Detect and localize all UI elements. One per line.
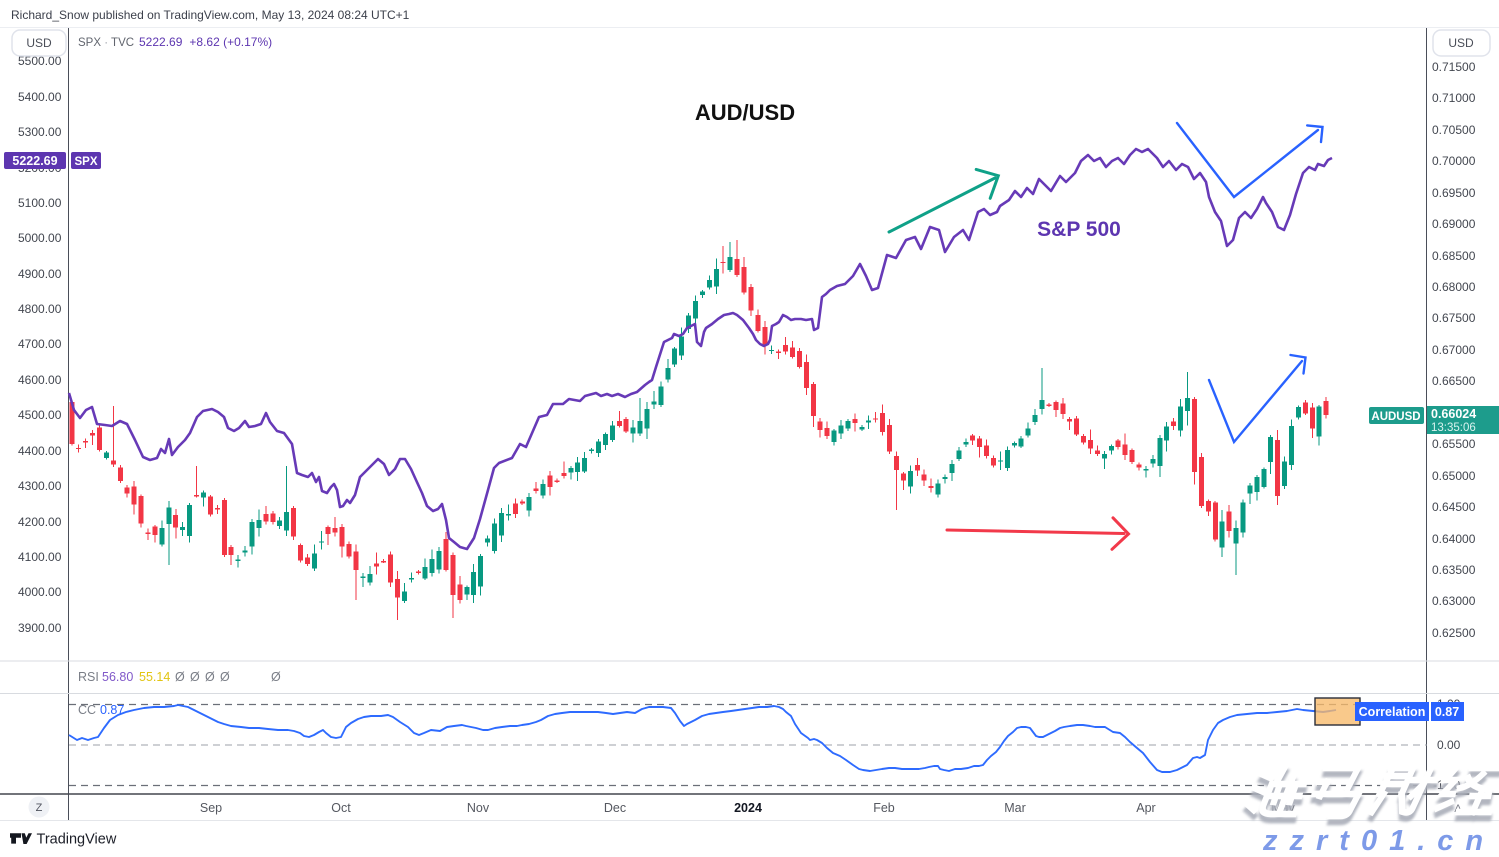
svg-text:Ø: Ø xyxy=(190,670,200,684)
svg-text:4500.00: 4500.00 xyxy=(18,408,62,422)
svg-text:4800.00: 4800.00 xyxy=(18,302,62,316)
svg-text:0.67500: 0.67500 xyxy=(1432,311,1476,325)
svg-text:Oct: Oct xyxy=(331,801,351,815)
svg-text:0.66024: 0.66024 xyxy=(1431,407,1476,421)
svg-text:5222.69: 5222.69 xyxy=(12,154,57,168)
svg-text:Ø: Ø xyxy=(175,670,185,684)
svg-text:Ø: Ø xyxy=(205,670,215,684)
svg-text:4200.00: 4200.00 xyxy=(18,515,62,529)
svg-text:Ø: Ø xyxy=(220,670,230,684)
svg-text:0.63500: 0.63500 xyxy=(1432,563,1476,577)
svg-text:5500.00: 5500.00 xyxy=(18,54,62,68)
svg-text:USD: USD xyxy=(1448,36,1474,50)
svg-text:0.70500: 0.70500 xyxy=(1432,123,1476,137)
svg-text:SPX: SPX xyxy=(74,156,97,168)
svg-text:RSI: RSI xyxy=(78,670,99,684)
svg-text:0.65000: 0.65000 xyxy=(1432,469,1476,483)
svg-text:0.00: 0.00 xyxy=(1437,738,1461,752)
svg-text:Mar: Mar xyxy=(1004,801,1026,815)
svg-text:2024: 2024 xyxy=(734,801,762,815)
svg-text:CC: CC xyxy=(78,703,96,717)
svg-text:Ø: Ø xyxy=(271,670,281,684)
svg-text:5000.00: 5000.00 xyxy=(18,231,62,245)
svg-text:5100.00: 5100.00 xyxy=(18,196,62,210)
svg-text:0.68000: 0.68000 xyxy=(1432,280,1476,294)
svg-text:0.66500: 0.66500 xyxy=(1432,374,1476,388)
svg-text:4300.00: 4300.00 xyxy=(18,479,62,493)
svg-text:Nov: Nov xyxy=(467,801,490,815)
svg-text:S&P 500: S&P 500 xyxy=(1037,218,1121,241)
svg-text:4000.00: 4000.00 xyxy=(18,585,62,599)
svg-text:0.87: 0.87 xyxy=(1435,705,1459,719)
svg-text:55.14: 55.14 xyxy=(139,670,170,684)
svg-text:0.67000: 0.67000 xyxy=(1432,343,1476,357)
svg-text:SPX · TVC: SPX · TVC xyxy=(78,37,134,49)
svg-text:3900.00: 3900.00 xyxy=(18,621,62,635)
svg-text:0.69500: 0.69500 xyxy=(1432,186,1476,200)
svg-text:AUDUSD: AUDUSD xyxy=(1371,411,1420,423)
svg-text:AUD/USD: AUD/USD xyxy=(695,100,795,125)
svg-text:0.68500: 0.68500 xyxy=(1432,249,1476,263)
svg-text:0.71000: 0.71000 xyxy=(1432,91,1476,105)
svg-text:Apr: Apr xyxy=(1136,801,1155,815)
svg-text:5300.00: 5300.00 xyxy=(18,125,62,139)
svg-text:TradingView: TradingView xyxy=(37,832,117,848)
svg-text:0.70000: 0.70000 xyxy=(1432,154,1476,168)
svg-text:56.80: 56.80 xyxy=(102,670,133,684)
svg-text:Z: Z xyxy=(36,802,43,814)
svg-text:4400.00: 4400.00 xyxy=(18,444,62,458)
svg-text:0.87: 0.87 xyxy=(100,703,124,717)
svg-text:5400.00: 5400.00 xyxy=(18,90,62,104)
svg-text:0.69000: 0.69000 xyxy=(1432,217,1476,231)
svg-text:Richard_Snow published on Trad: Richard_Snow published on TradingView.co… xyxy=(11,8,410,22)
svg-text:USD: USD xyxy=(26,36,52,50)
svg-text:0.64500: 0.64500 xyxy=(1432,500,1476,514)
svg-text:Correlation: Correlation xyxy=(1359,705,1426,719)
svg-text:Sep: Sep xyxy=(200,801,222,815)
svg-text:Dec: Dec xyxy=(604,801,626,815)
svg-text:0.71500: 0.71500 xyxy=(1432,60,1476,74)
svg-text:0.62500: 0.62500 xyxy=(1432,626,1476,640)
svg-text:4100.00: 4100.00 xyxy=(18,550,62,564)
svg-text:0.65500: 0.65500 xyxy=(1432,437,1476,451)
svg-text:4900.00: 4900.00 xyxy=(18,267,62,281)
svg-text:5222.69+8.62 (+0.17%): 5222.69 +8.62 (+0.17%) xyxy=(139,35,272,49)
svg-text:0.64000: 0.64000 xyxy=(1432,532,1476,546)
svg-text:Feb: Feb xyxy=(873,801,895,815)
svg-text:4700.00: 4700.00 xyxy=(18,337,62,351)
svg-text:0.63000: 0.63000 xyxy=(1432,594,1476,608)
svg-text:13:35:06: 13:35:06 xyxy=(1431,422,1476,434)
svg-text:4600.00: 4600.00 xyxy=(18,373,62,387)
svg-text:zzrt01.cn: zzrt01.cn xyxy=(1262,825,1495,857)
